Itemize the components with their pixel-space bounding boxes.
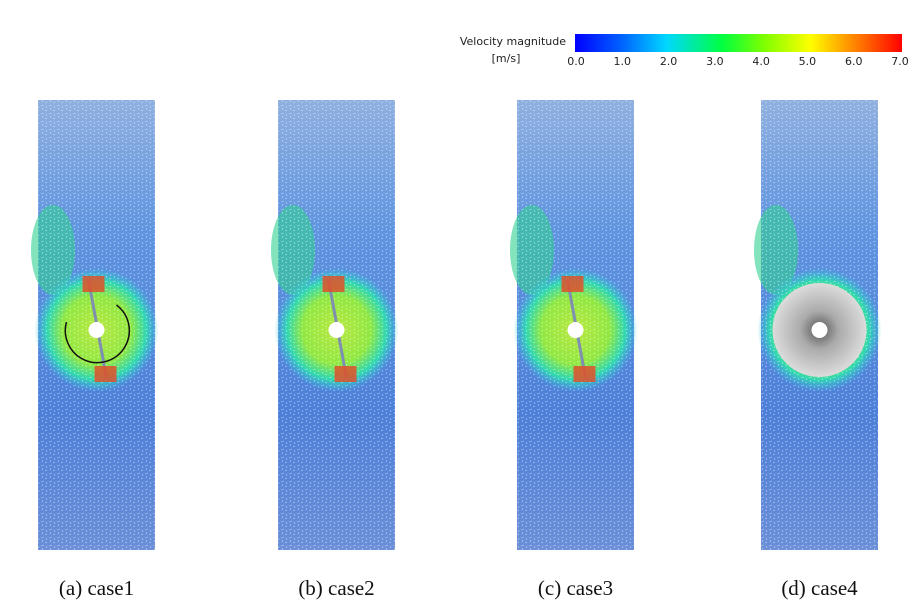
colorbar-tick-label: 0.0 <box>567 55 585 68</box>
rotation-arrow <box>64 304 131 364</box>
colorbar-tick-label: 6.0 <box>845 55 863 68</box>
blade-tip <box>573 366 596 382</box>
blade-tip <box>334 366 357 382</box>
blade-tip <box>322 276 345 292</box>
shaft <box>88 322 105 338</box>
colorbar-title: Velocity magnitude <box>460 35 566 48</box>
blade-tip <box>82 276 105 292</box>
colorbar-unit: [m/s] <box>492 52 521 65</box>
colorbar-tick-label: 1.0 <box>614 55 632 68</box>
panels: (a) case1 (b) case2 (c) case3 (d) case4 <box>31 100 882 600</box>
shaft <box>811 322 828 338</box>
blade-tip <box>561 276 584 292</box>
colorbar-tick-label: 2.0 <box>660 55 678 68</box>
shaft <box>567 322 584 338</box>
colorbar <box>575 34 902 52</box>
panel-caption: (c) case3 <box>538 576 613 600</box>
panel-caption: (b) case2 <box>298 576 374 600</box>
colorbar-tick-label: 7.0 <box>891 55 909 68</box>
panel-caption: (d) case4 <box>781 576 858 600</box>
colorbar-tick-label: 4.0 <box>752 55 770 68</box>
panel-caption: (a) case1 <box>59 576 134 600</box>
colorbar-tick-label: 5.0 <box>799 55 817 68</box>
colorbar-tick-label: 3.0 <box>706 55 724 68</box>
blade-tip <box>94 366 117 382</box>
shaft <box>328 322 345 338</box>
